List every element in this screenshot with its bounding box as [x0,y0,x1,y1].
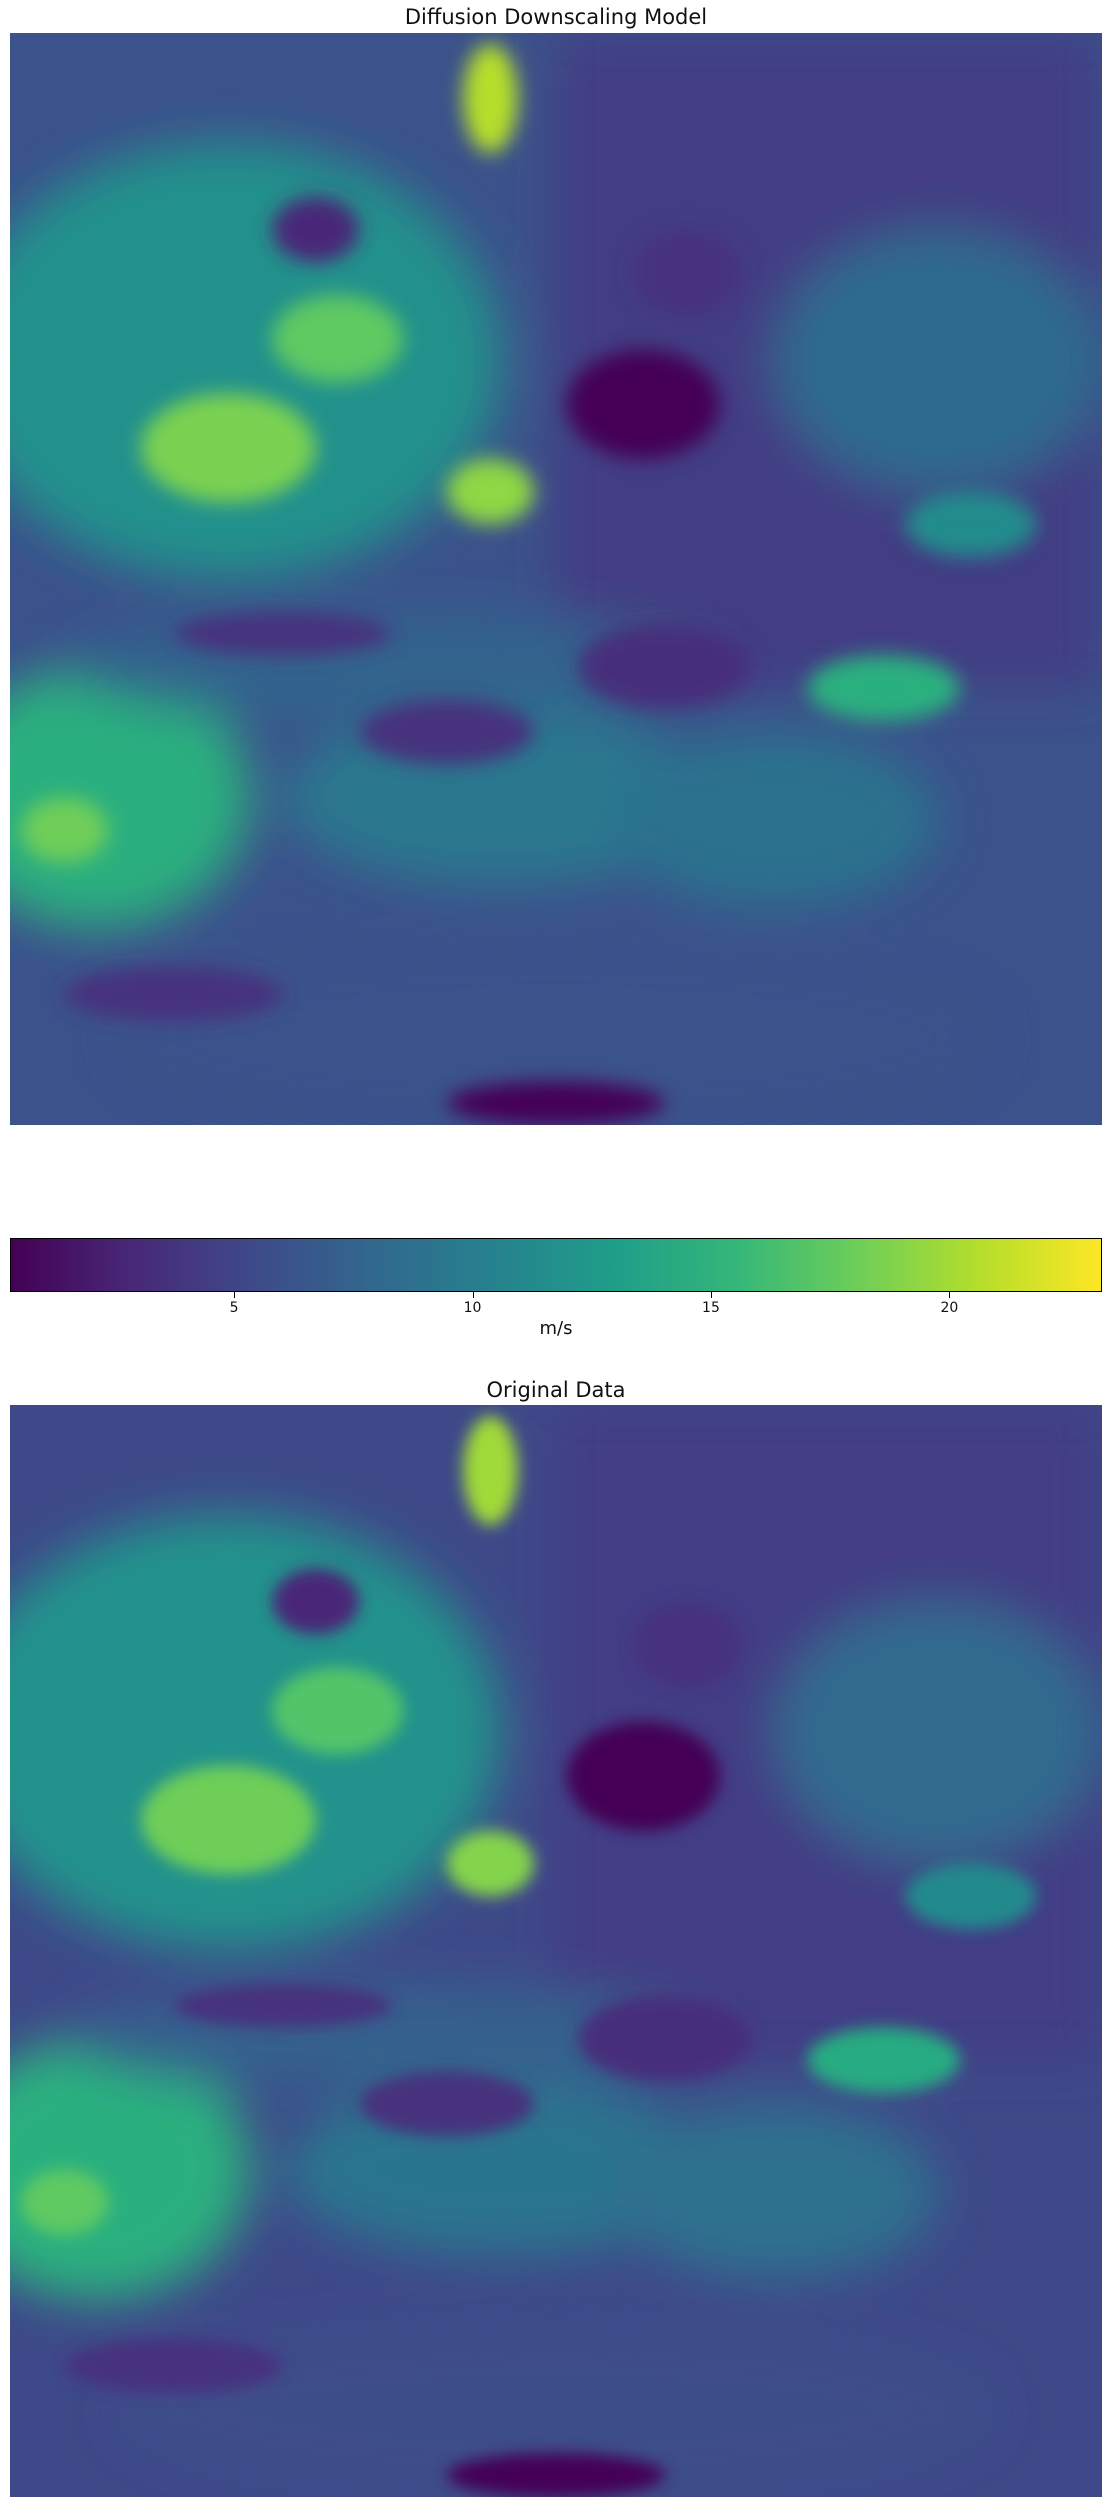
wind-field-features-original [20,1415,1037,2497]
colorbar-tick-label: 5 [229,1300,239,1316]
heatmap-original [10,1405,1102,2497]
colorbar-label: m/s [539,1318,573,1339]
colorbar [10,1238,1102,1292]
colorbar-tick-label: 20 [940,1300,959,1316]
colorbar-tick-mark [472,1292,474,1298]
heatmap-model-svg [10,33,1102,1125]
colorbar-tick-mark [234,1292,236,1298]
colorbar-tick-label: 10 [463,1300,482,1316]
panel-title-model: Diffusion Downscaling Model [404,5,708,29]
colorbar-tick-mark [949,1292,951,1298]
panel-title-original: Original Data [486,1378,626,1402]
wind-field-features [20,43,1037,1125]
heatmap-original-svg [10,1405,1102,2497]
colorbar-ticks: 5 10 15 20 [10,1292,1102,1332]
wind-field-broad [10,33,1102,1125]
colorbar-tick-mark [710,1292,712,1298]
colorbar-tick-label: 15 [702,1300,720,1316]
heatmap-model [10,33,1102,1125]
wind-field-broad-original [10,1405,1102,2497]
